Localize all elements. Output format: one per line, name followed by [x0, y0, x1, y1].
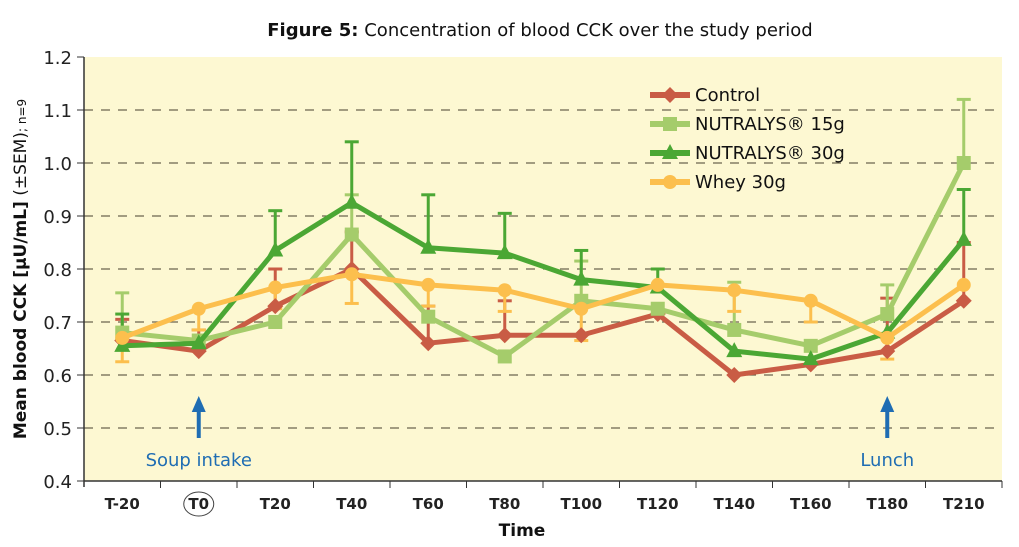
circle-marker [727, 283, 742, 298]
circle-marker [880, 330, 895, 345]
y-tick-label: 0.7 [43, 313, 72, 334]
diamond-marker [879, 343, 896, 360]
diamond-marker [496, 327, 513, 344]
x-tick-label: T20 [260, 495, 291, 513]
x-tick-label: T80 [489, 495, 520, 513]
annotation-label: Soup intake [146, 450, 252, 471]
legend-label: NUTRALYS® 15g [695, 114, 845, 135]
legend-label: NUTRALYS® 30g [695, 143, 845, 164]
circle-marker [268, 280, 283, 295]
title-rest: Concentration of blood CCK over the stud… [359, 20, 813, 41]
diamond-marker [267, 298, 284, 315]
circle-marker [956, 277, 971, 292]
x-tick-label: T60 [413, 495, 444, 513]
triangle-marker [420, 238, 437, 254]
square-marker [421, 309, 436, 324]
x-tick-label: T160 [790, 495, 832, 513]
legend-item: Control [650, 85, 760, 106]
y-tick-label: 1.2 [43, 48, 72, 69]
legend-item: NUTRALYS® 30g [650, 143, 845, 164]
square-marker [268, 315, 283, 329]
arrow-head-icon [880, 396, 895, 412]
circle-marker [497, 283, 512, 298]
ylabel-bold: Mean blood CCK [µU/mL] [11, 201, 31, 439]
triangle-marker [662, 144, 678, 159]
x-axis-label: Time [499, 521, 546, 541]
circle-marker [663, 175, 677, 189]
triangle-marker [343, 193, 360, 209]
triangle-marker [802, 350, 819, 366]
ylabel-mid: (±SEM) [11, 132, 31, 201]
diamond-marker [420, 335, 437, 352]
chart-title: Figure 5: Concentration of blood CCK ove… [267, 20, 812, 41]
series-line [121, 266, 966, 378]
legend-label: Whey 30g [695, 172, 786, 193]
x-tick-label: T0 [188, 495, 209, 513]
square-marker [497, 349, 512, 364]
y-tick-label: 0.5 [43, 419, 72, 440]
triangle-marker [190, 334, 207, 350]
x-tick-label: T40 [336, 495, 367, 513]
y-tick-label: 1.0 [43, 154, 72, 175]
annotation-label: Lunch [860, 450, 914, 471]
y-axis-label: Mean blood CCK [µU/mL] (±SEM); n=9 [11, 99, 31, 439]
circled-t0-marker [183, 491, 215, 517]
triangle-marker [573, 270, 590, 286]
y-tick-label: 1.1 [43, 101, 72, 122]
square-marker [344, 227, 359, 242]
circle-marker [803, 293, 818, 308]
triangle-marker [726, 342, 743, 358]
circle-marker [344, 267, 359, 282]
series-line-3 [115, 267, 971, 345]
diamond-marker [955, 292, 972, 309]
circle-marker [421, 277, 436, 292]
square-marker [650, 301, 665, 316]
square-marker [663, 117, 677, 131]
y-tick-label: 0.9 [43, 207, 72, 228]
title-bold: Figure 5: [267, 20, 358, 41]
x-tick-label: T210 [943, 495, 985, 513]
arrow-head-icon [191, 396, 206, 412]
triangle-marker [955, 230, 972, 246]
y-tick-label: 0.4 [43, 472, 72, 493]
ylabel-small: ; n=9 [15, 99, 29, 132]
triangle-marker [496, 244, 513, 260]
x-tick-label: T-20 [105, 495, 140, 513]
series-line [121, 271, 966, 341]
x-tick-label: T100 [560, 495, 602, 513]
circle-marker [650, 277, 665, 292]
triangle-marker [267, 241, 284, 257]
y-tick-label: 0.8 [43, 260, 72, 281]
diamond-marker [726, 367, 743, 383]
legend-label: Control [695, 85, 760, 106]
y-tick-label: 0.6 [43, 366, 72, 387]
square-marker [956, 156, 971, 170]
circle-marker [574, 301, 589, 316]
circle-marker [191, 301, 206, 316]
series-line [122, 200, 966, 362]
x-tick-label: T180 [866, 495, 908, 513]
x-tick-label: T120 [637, 495, 679, 513]
x-tick-label: T140 [713, 495, 755, 513]
square-marker [727, 322, 742, 337]
diamond-marker [662, 87, 678, 103]
square-marker [880, 307, 895, 322]
legend-item: Whey 30g [650, 172, 786, 193]
diamond-marker [573, 327, 590, 344]
circle-marker [115, 330, 130, 345]
legend-item: NUTRALYS® 15g [650, 114, 845, 135]
square-marker [803, 338, 818, 353]
series-line [121, 161, 966, 359]
